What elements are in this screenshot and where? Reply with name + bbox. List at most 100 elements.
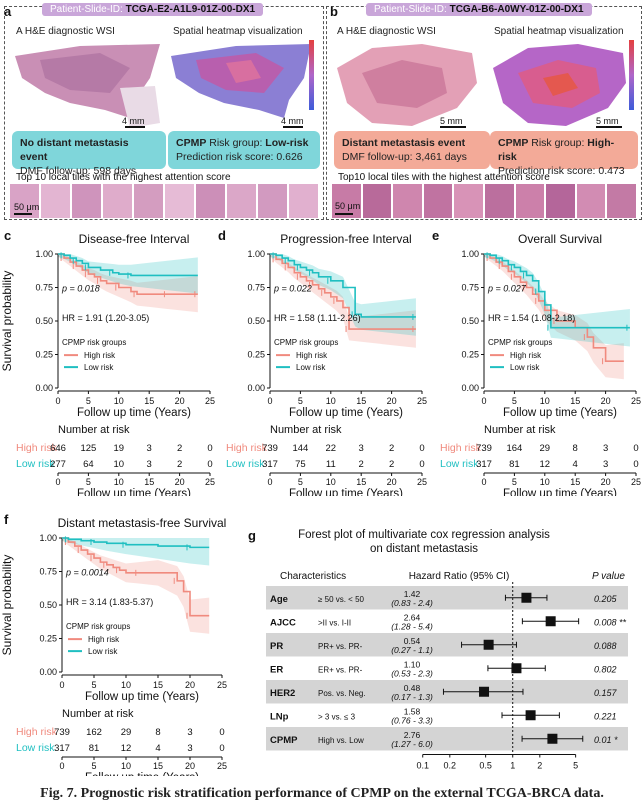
y-tick-label: 0.50 — [35, 316, 53, 326]
panel-b-heatmap-scalebar — [596, 126, 622, 128]
risk-count-high: 144 — [292, 443, 308, 454]
risk-count-low: 4 — [573, 459, 578, 470]
tile — [484, 184, 514, 218]
risk-text: Risk group: — [528, 137, 588, 149]
risk-count-low: 81 — [89, 743, 100, 754]
tile — [258, 184, 287, 218]
forest-row-bg — [266, 727, 628, 751]
x-tick-label: 20 — [387, 396, 397, 406]
hr-point — [545, 616, 556, 627]
panel-b-heatmap-scale-label: 5 mm — [596, 116, 619, 126]
x-axis-label: Follow up time (Years) — [289, 407, 403, 419]
risk-score: Prediction risk score: 0.473 — [498, 165, 625, 177]
y-tick-label: 0.00 — [35, 383, 53, 393]
tile — [227, 184, 256, 218]
low-risk-ci-band — [484, 254, 630, 347]
x-tick-label: 15 — [153, 680, 163, 690]
row-comparison: Pos. vs. Neg. — [318, 689, 366, 698]
patient-id-label: Patient-Slide-ID: — [374, 4, 447, 15]
risk-axis-tick-label: 0 — [55, 477, 60, 487]
patient-id-value: TCGA-E2-A1L9-01Z-00-DX1 — [125, 4, 256, 15]
panel-letter: f — [4, 512, 9, 527]
risk-axis-tick-label: 5 — [91, 761, 96, 771]
forest-row-bg — [266, 586, 628, 610]
row-ci: (0.17 - 1.3) — [391, 692, 433, 702]
km-title: Distant metastasis-free Survival — [58, 516, 227, 530]
y-tick-label: 1.00 — [461, 249, 479, 259]
risk-count-high: 8 — [155, 727, 160, 738]
y-tick-label: 0.50 — [39, 600, 57, 610]
p-value: p = 0.022 — [273, 284, 312, 294]
p-value: p = 0.027 — [487, 284, 527, 294]
km-title: Disease-free Interval — [79, 232, 190, 246]
x-tick-label: 15 — [570, 396, 580, 406]
panel-a-wsi-scale-label: 4 mm — [122, 116, 145, 126]
row-hr-value: 0.48 — [404, 683, 421, 693]
forest-plot-g: g Forest plot of multivariate cox regress… — [248, 528, 628, 771]
panel-a-wsi-scalebar — [125, 126, 145, 128]
risk-count-high: 164 — [506, 443, 522, 454]
risk-row-label-low: Low risk — [226, 458, 265, 470]
risk-count-low: 12 — [540, 459, 551, 470]
panel-b-wsi-caption: A H&E diagnostic WSI — [337, 26, 436, 37]
risk-axis-tick-label: 25 — [205, 477, 215, 487]
panel-a-patient-id-badge: Patient-Slide-ID: TCGA-E2-A1L9-01Z-00-DX… — [42, 3, 264, 16]
x-tick-label: 10 — [326, 396, 336, 406]
panel-a-heatmap-caption: Spatial heatmap visualization — [173, 26, 303, 37]
y-tick-label: 0.75 — [35, 283, 53, 293]
risk-count-high: 2 — [389, 443, 394, 454]
p-value: p = 0.0014 — [65, 568, 109, 578]
risk-count-high: 739 — [476, 443, 492, 454]
row-name: ER — [270, 664, 283, 675]
event-title: No distant metastasis event — [20, 137, 129, 163]
risk-count-high: 0 — [207, 443, 212, 454]
risk-axis-tick-label: 10 — [121, 761, 131, 771]
panel-b-wsi-scale-label: 5 mm — [440, 116, 463, 126]
row-hr-value: 1.58 — [404, 706, 421, 716]
panel-b-wsi-image — [337, 44, 477, 126]
x-tick-label: 25 — [217, 680, 227, 690]
high-risk-ci-band — [58, 254, 198, 313]
row-p-value: 0.205 — [594, 594, 618, 604]
panel-b-wsi-scalebar — [440, 126, 466, 128]
legend-high-label: High risk — [296, 351, 328, 360]
risk-row-label-high: High risk — [440, 442, 482, 454]
legend-title: CPMP risk groups — [274, 338, 338, 347]
row-name: Age — [270, 594, 288, 605]
risk-count-low: 0 — [419, 459, 424, 470]
panel-b-risk-box: CPMP Risk group: High-risk Prediction ri… — [490, 131, 638, 177]
risk-count-high: 0 — [419, 443, 424, 454]
panel-b-letter: b — [330, 4, 338, 19]
y-tick-label: 0.25 — [247, 350, 265, 360]
panel-a-tiles-caption: Top 10 local tiles with the highest atte… — [16, 172, 231, 183]
tile — [362, 184, 392, 218]
risk-axis-label: Follow up time (Years) — [503, 488, 617, 496]
row-p-value: 0.01 * — [594, 735, 618, 745]
risk-axis-tick-label: 0 — [59, 761, 64, 771]
risk-row-label-low: Low risk — [16, 742, 55, 754]
risk-count-high: 646 — [50, 443, 66, 454]
forest-row-bg — [266, 633, 628, 657]
risk-count-high: 739 — [54, 727, 70, 738]
risk-axis-tick-label: 10 — [540, 477, 550, 487]
risk-prefix: CPMP — [498, 137, 529, 149]
tile — [423, 184, 453, 218]
panel-letter: e — [432, 228, 439, 243]
tile — [10, 184, 39, 218]
panel-a-wsi-caption: A H&E diagnostic WSI — [16, 26, 115, 37]
risk-axis-tick-label: 20 — [185, 761, 195, 771]
risk-count-low: 0 — [633, 459, 638, 470]
hazard-ratio: HR = 1.58 (1.11-2.26) — [274, 313, 361, 323]
tile — [165, 184, 194, 218]
low-risk-curve — [62, 537, 210, 549]
risk-count-low: 0 — [207, 459, 212, 470]
hazard-ratio: HR = 1.91 (1.20-3.05) — [62, 313, 149, 323]
risk-table-title: Number at risk — [58, 424, 130, 436]
x-tick-label: 5 — [512, 396, 517, 406]
tile — [576, 184, 606, 218]
x-tick-label: 20 — [185, 680, 195, 690]
y-tick-label: 0.75 — [247, 283, 265, 293]
x-tick-label: 0 — [267, 396, 272, 406]
risk-axis-tick-label: 15 — [144, 477, 154, 487]
panel-a-heatmap-scalebar — [283, 126, 303, 128]
